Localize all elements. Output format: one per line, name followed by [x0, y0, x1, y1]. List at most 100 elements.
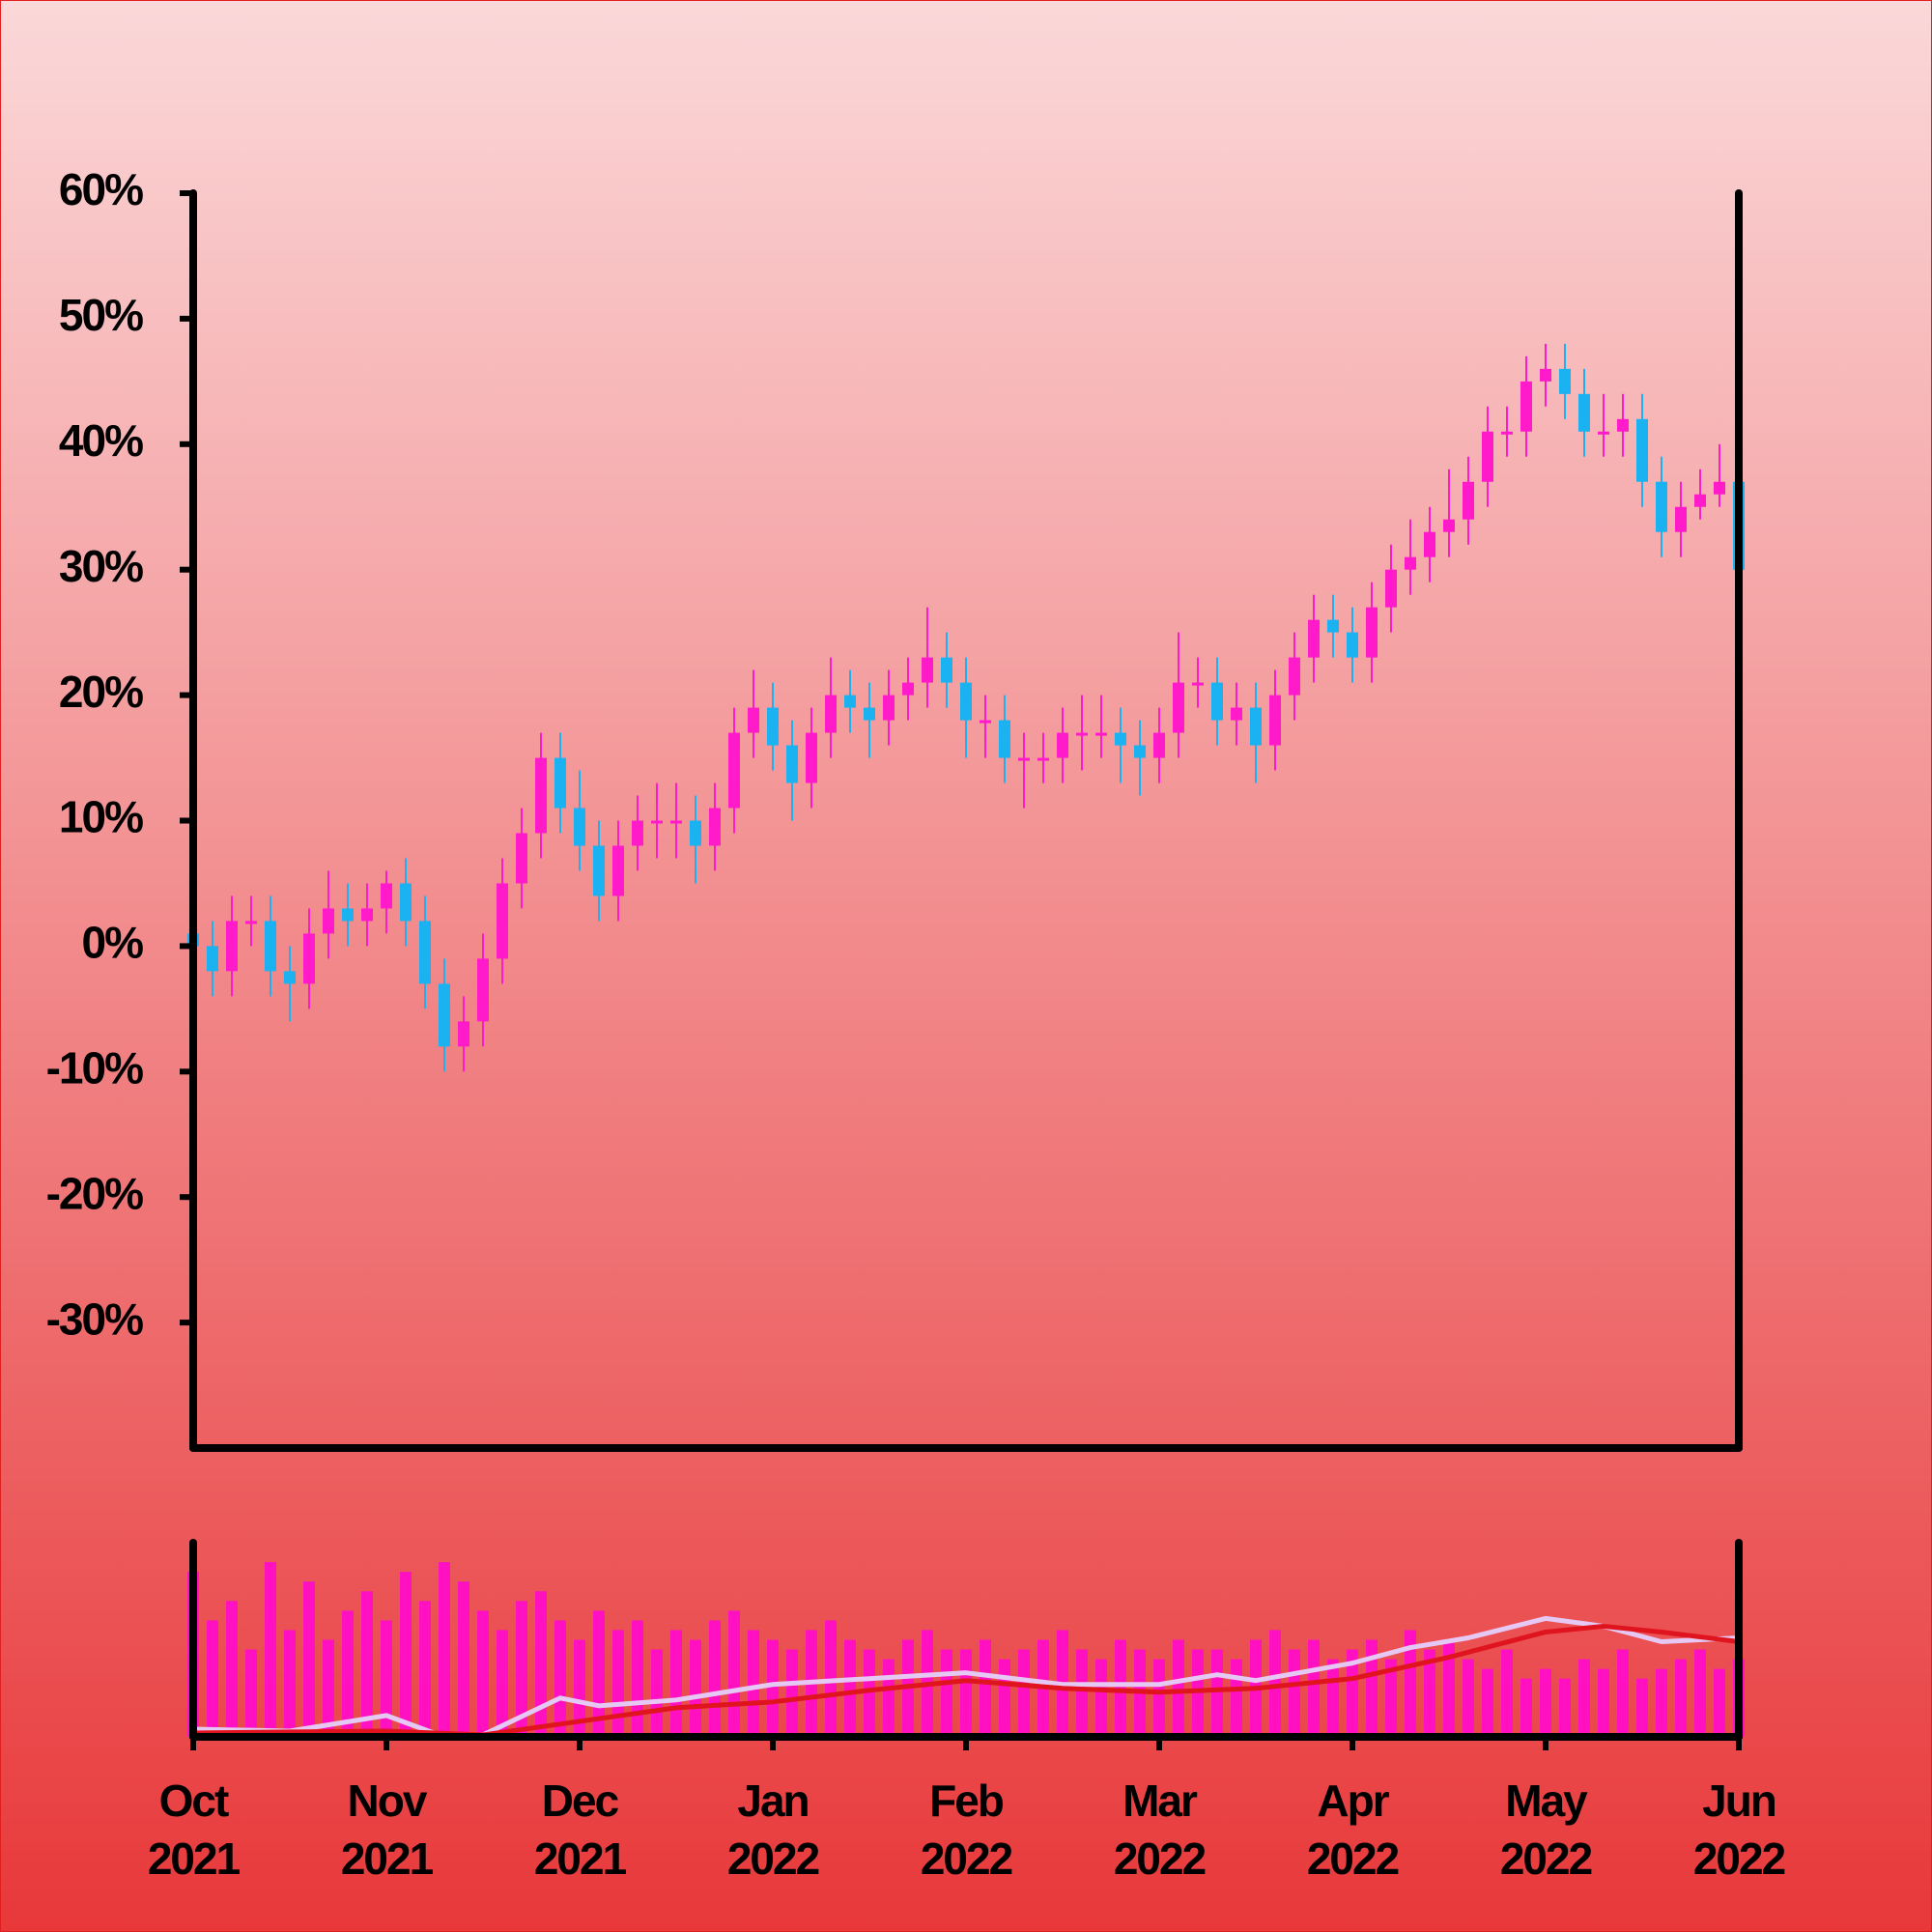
candle-body	[767, 707, 779, 746]
volume-bar	[439, 1562, 450, 1737]
volume-bar	[941, 1649, 952, 1737]
candle-body	[1076, 732, 1088, 736]
candle-body	[1617, 418, 1629, 432]
volume-bar	[1443, 1639, 1455, 1737]
volume-bar	[1540, 1668, 1551, 1737]
candle-body	[477, 958, 489, 1022]
candle-body	[1463, 481, 1474, 520]
volume-bar	[361, 1591, 373, 1737]
volume-bar	[1617, 1649, 1629, 1737]
y-tick-label: -10%	[46, 1042, 143, 1093]
candle-body	[574, 808, 585, 846]
candle-body	[245, 921, 257, 924]
candle-body	[1231, 707, 1242, 721]
candle-body	[554, 757, 566, 809]
candle-body	[960, 682, 972, 721]
candle-body	[941, 657, 952, 683]
volume-bar	[767, 1639, 779, 1737]
candle-body	[516, 833, 527, 884]
volume-bar	[1694, 1649, 1706, 1737]
x-tick-label: Nov	[348, 1776, 428, 1826]
candle-body	[786, 745, 798, 783]
candle-body	[1656, 481, 1667, 532]
candle-body	[709, 808, 721, 846]
x-tick-label: 2022	[727, 1833, 819, 1884]
y-tick-label: 30%	[59, 541, 143, 591]
volume-bar	[381, 1620, 392, 1737]
candle-body	[999, 720, 1010, 758]
candle-body	[1037, 757, 1049, 761]
x-tick-label: Oct	[159, 1776, 229, 1826]
candle-body	[1250, 707, 1262, 746]
candle-body	[864, 707, 875, 721]
volume-bar	[554, 1620, 566, 1737]
x-tick-label: 2021	[341, 1833, 434, 1884]
candle-body	[1308, 619, 1320, 658]
volume-bar	[883, 1659, 895, 1737]
candle-body	[1153, 732, 1165, 758]
x-tick-label: Dec	[542, 1776, 619, 1826]
candle-body	[1559, 368, 1571, 394]
volume-bar	[400, 1572, 412, 1737]
x-tick-label: 2022	[1500, 1833, 1592, 1884]
candle-body	[1192, 682, 1204, 686]
volume-bar	[207, 1620, 218, 1737]
x-tick-label: 2022	[1114, 1833, 1206, 1884]
candle-body	[535, 757, 547, 834]
x-tick-label: Feb	[929, 1776, 1004, 1826]
candle-body	[303, 933, 315, 984]
volume-bar	[1463, 1659, 1474, 1737]
volume-bar	[1482, 1668, 1493, 1737]
volume-bar	[516, 1601, 527, 1737]
candle-body	[1598, 431, 1609, 435]
candle-body	[1173, 682, 1184, 733]
y-tick-label: -20%	[46, 1168, 143, 1218]
candle-body	[1636, 418, 1648, 482]
candle-body	[381, 883, 392, 909]
volume-bar	[1289, 1649, 1300, 1737]
volume-bar	[342, 1610, 354, 1737]
candle-body	[1424, 531, 1435, 557]
volume-bar	[786, 1649, 798, 1737]
x-tick-label: 2021	[148, 1833, 241, 1884]
volume-bar	[1520, 1678, 1532, 1737]
volume-bar	[1578, 1659, 1590, 1737]
candle-body	[1520, 381, 1532, 432]
volume-bar	[477, 1610, 489, 1737]
candle-body	[439, 983, 450, 1047]
y-tick-label: 60%	[59, 164, 143, 214]
candle-body	[1134, 745, 1146, 758]
candle-body	[207, 946, 218, 972]
candle-body	[922, 657, 933, 683]
candle-body	[1675, 506, 1687, 532]
volume-bar	[864, 1649, 875, 1737]
candle-body	[284, 971, 296, 984]
volume-bar	[1636, 1678, 1648, 1737]
x-tick-label: 2021	[534, 1833, 627, 1884]
candle-body	[1540, 368, 1551, 382]
candle-body	[632, 820, 643, 846]
candle-body	[323, 908, 334, 934]
candle-body	[593, 845, 605, 896]
x-tick-label: 2022	[1307, 1833, 1399, 1884]
y-tick-label: 50%	[59, 290, 143, 340]
candle-body	[883, 695, 895, 721]
volume-bar	[1192, 1649, 1204, 1737]
volume-bar	[1405, 1630, 1416, 1737]
candle-body	[612, 845, 624, 896]
y-tick-label: 20%	[59, 667, 143, 717]
volume-bar	[728, 1610, 740, 1737]
candle-body	[400, 883, 412, 922]
volume-bar	[226, 1601, 238, 1737]
volume-bar	[323, 1639, 334, 1737]
candle-body	[1269, 695, 1281, 746]
candle-body	[690, 820, 701, 846]
volume-bar	[1231, 1659, 1242, 1737]
candle-body	[806, 732, 817, 783]
x-tick-label: 2022	[921, 1833, 1012, 1884]
volume-bar	[1598, 1668, 1609, 1737]
candle-body	[1095, 732, 1107, 736]
volume-bar	[999, 1659, 1010, 1737]
candle-body	[670, 820, 682, 824]
